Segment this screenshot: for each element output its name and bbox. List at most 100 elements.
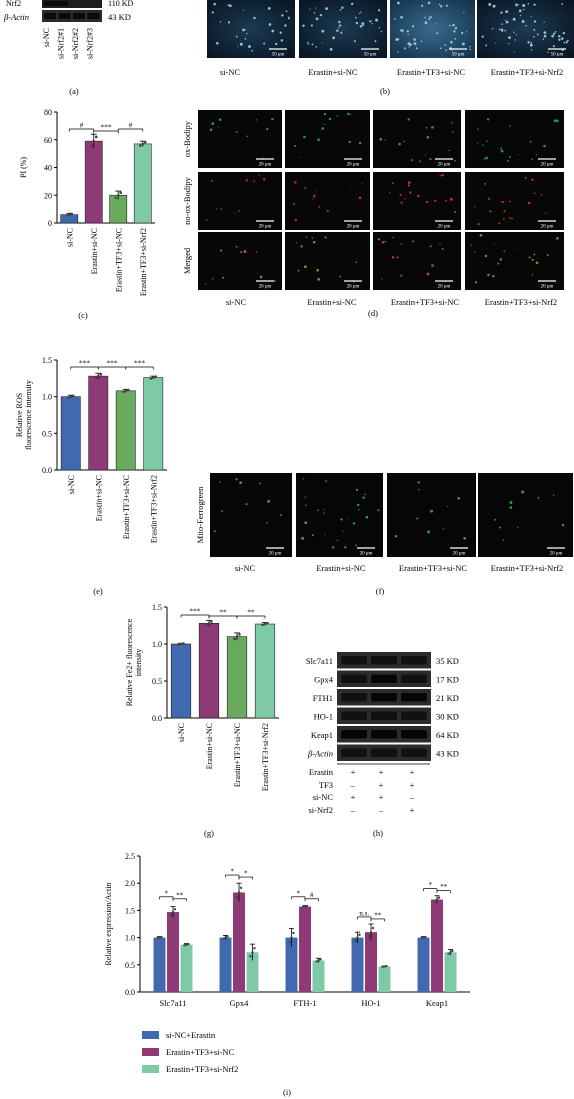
- fluorescence-spot: [518, 9, 522, 13]
- fluorescence-spot: [547, 51, 549, 53]
- fluorescence-spot: [530, 42, 533, 44]
- scale-bar-label: 20 μm: [438, 225, 451, 230]
- fluorescence-spot: [355, 261, 358, 264]
- fluorescence-spot: [358, 196, 362, 200]
- data-point: [292, 931, 295, 935]
- fluorescence-spot: [543, 31, 547, 35]
- bar: [133, 143, 152, 224]
- panel-f: 20 μm 20 μm 20 μm 20 μm Mito-Ferrogreen si-NC…: [195, 473, 573, 596]
- y-tick-label: 0: [48, 219, 52, 228]
- y-tick-label: 1.0: [152, 640, 162, 649]
- scale-bar-label: 20 μm: [438, 285, 451, 290]
- fluorescence-spot: [210, 179, 213, 182]
- y-axis-label: Relative ROS: [15, 393, 24, 437]
- x-tick-label: Erastin+si-NC: [205, 723, 214, 769]
- micrograph-d-2-3: 20 μm: [373, 172, 461, 230]
- fluorescence-spot: [499, 258, 503, 261]
- fluorescence-spot: [426, 272, 430, 276]
- micrograph-d-3-1: 20 μm: [198, 232, 282, 290]
- bar: [299, 906, 311, 992]
- y-axis-label: fluorescence intensity: [24, 380, 33, 450]
- fluorescence-spot: [487, 273, 490, 277]
- treatment-label: TF3: [319, 780, 333, 790]
- fluorescence-spot: [349, 185, 351, 187]
- fluorescence-spot: [329, 48, 333, 51]
- blot-band: [371, 656, 397, 665]
- data-point: [99, 373, 103, 376]
- y-tick-label: 1.0: [125, 934, 135, 943]
- y-tick-label: 0.5: [42, 429, 52, 438]
- fluorescence-spot: [348, 140, 351, 144]
- fluorescence-spot: [518, 3, 520, 5]
- significance-label: **: [219, 608, 227, 617]
- panel-d: 20 μm 20 μm 20 μm 20 μm ox-Bodipy 20 μm 20 μm 2…: [182, 110, 564, 318]
- fluorescence-spot: [474, 281, 478, 284]
- fluorescence-spot: [565, 41, 568, 44]
- fluorescence-spot: [434, 199, 437, 202]
- fluorescence-spot: [205, 283, 207, 285]
- data-point: [65, 214, 69, 217]
- data-point: [422, 936, 425, 939]
- blot-lane-label: si-Nrf2#1: [57, 28, 66, 59]
- fluorescence-spot: [400, 29, 403, 32]
- fluorescence-spot: [530, 16, 532, 18]
- blot-band: [341, 730, 367, 739]
- blot-kd-label: 43 KD: [436, 749, 459, 759]
- scale-bar-label: 50 μm: [551, 53, 564, 58]
- fluorescence-spot: [484, 254, 488, 258]
- data-point: [141, 142, 145, 146]
- x-tick-label: Erastin+TF3+si-Nrf2: [139, 228, 148, 296]
- fluorescence-spot: [431, 126, 434, 129]
- fluorescence-spot: [239, 42, 243, 46]
- y-tick-label: 0.0: [152, 714, 162, 723]
- fluorescence-spot: [294, 181, 297, 184]
- blot-kd-label: 21 KD: [436, 693, 459, 703]
- fluorescence-spot: [358, 508, 360, 511]
- fluorescence-spot: [326, 209, 329, 213]
- fluorescence-spot: [483, 158, 486, 160]
- data-point: [354, 939, 357, 942]
- fluorescence-spot: [281, 14, 284, 17]
- significance-label: ***: [106, 359, 118, 368]
- scale-bar-label: 50 μm: [272, 53, 285, 58]
- bar: [226, 636, 248, 719]
- row-label: Mito-Ferrogreen: [195, 486, 205, 543]
- micrograph-field: [373, 232, 461, 290]
- fluorescence-spot: [324, 534, 326, 536]
- fluorescence-spot: [485, 44, 488, 47]
- significance-label: *: [429, 881, 433, 889]
- micrograph-d-1-2: 20 μm: [285, 110, 370, 168]
- fluorescence-spot: [237, 46, 239, 48]
- fluorescence-spot: [535, 261, 539, 265]
- x-tick-label: Erastin+TF3+si-NC: [233, 723, 242, 787]
- scale-bar-label: 20 μm: [259, 225, 272, 230]
- fluorescence-spot: [400, 274, 403, 277]
- group-label: Erastin+si-NC: [316, 563, 366, 573]
- fluorescence-spot: [304, 504, 307, 507]
- micrograph-b-4: 50 μm: [477, 0, 574, 58]
- bar: [431, 899, 443, 992]
- fluorescence-spot: [311, 43, 314, 46]
- fluorescence-spot: [494, 518, 497, 521]
- fluorescence-spot: [438, 3, 441, 6]
- fluorescence-spot: [556, 237, 559, 240]
- bar: [254, 623, 276, 719]
- fluorescence-spot: [461, 42, 465, 46]
- scale-bar-label: 20 μm: [453, 552, 466, 557]
- panel-label: (a): [69, 86, 79, 96]
- significance-label: *: [231, 868, 235, 876]
- blot-kd-label: 30 KD: [436, 712, 459, 722]
- group-label: Erastin+TF3+si-Nrf2: [491, 563, 563, 573]
- fluorescence-spot: [251, 49, 254, 52]
- data-point: [420, 936, 423, 940]
- fluorescence-spot: [217, 126, 220, 128]
- fluorescence-spot: [219, 481, 221, 483]
- fluorescence-spot: [357, 503, 360, 507]
- fluorescence-spot: [275, 42, 278, 46]
- data-point: [288, 941, 291, 944]
- fluorescence-spot: [235, 131, 238, 134]
- x-tick-label: Gpx4: [230, 998, 250, 1008]
- fluorescence-spot: [246, 32, 248, 35]
- x-tick-label: si-NC: [67, 475, 76, 494]
- panel-label: (f): [376, 586, 385, 596]
